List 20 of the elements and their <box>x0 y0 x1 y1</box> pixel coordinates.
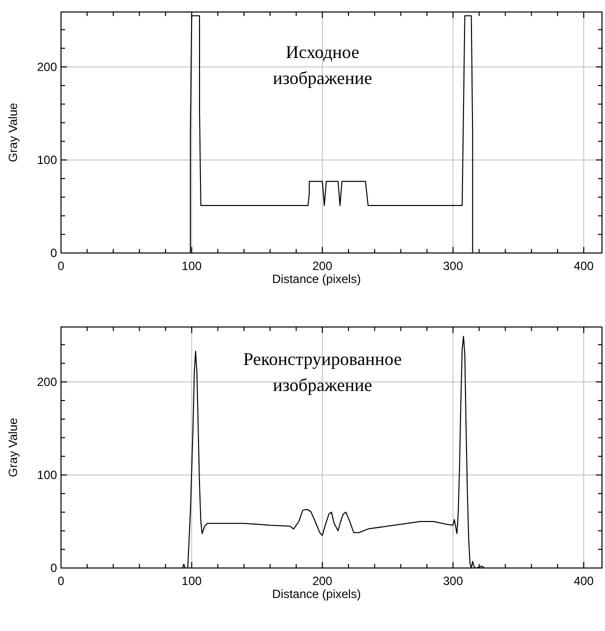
x-tick-label: 300 <box>443 574 464 588</box>
x-tick-label: 200 <box>312 574 333 588</box>
x-axis-title: Distance (pixels) <box>272 272 361 286</box>
text: Реконструированное изображение <box>243 349 402 395</box>
y-axis-title: Gray Value <box>6 102 20 162</box>
x-tick-label: 100 <box>182 574 202 588</box>
x-tick-label: 300 <box>443 259 464 273</box>
y-tick-label: 0 <box>50 561 58 575</box>
x-tick-label: 400 <box>574 259 594 273</box>
y-tick-label: 0 <box>50 246 58 260</box>
y-tick-label: 200 <box>36 374 58 389</box>
x-tick-label: 400 <box>574 574 594 588</box>
x-tick-label: 200 <box>312 259 333 273</box>
y-tick-label: 100 <box>36 152 58 167</box>
y-tick-label: 200 <box>36 60 58 74</box>
x-tick-label: 100 <box>182 259 202 273</box>
text: Исходное изображение <box>272 42 372 88</box>
y-tick-label: 100 <box>36 468 58 482</box>
x-axis-title: Distance (pixels) <box>272 587 361 601</box>
y-axis-title: Gray Value <box>6 418 20 478</box>
